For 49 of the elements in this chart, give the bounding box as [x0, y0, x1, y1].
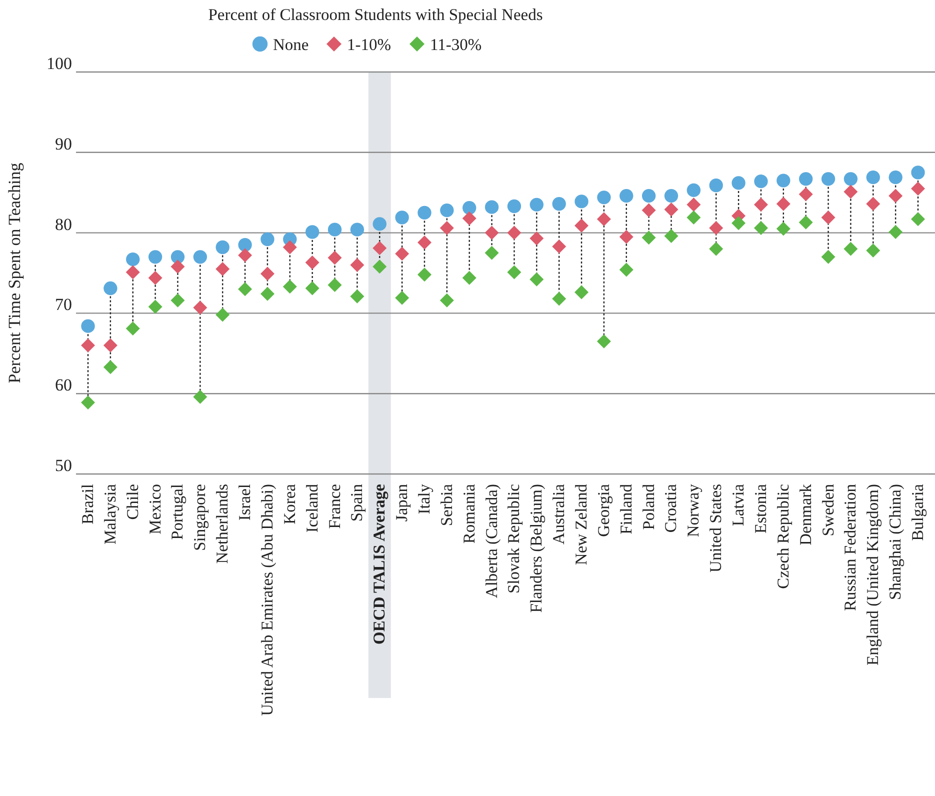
x-tick-label: Estonia [750, 483, 770, 534]
x-tick-label: Croatia [661, 483, 680, 533]
x-tick-label: Mexico [145, 484, 164, 534]
x-tick-label: Iceland [302, 483, 322, 533]
x-tick-label: Alberta (Canada) [482, 484, 501, 598]
x-tick-label: United States [706, 484, 726, 572]
x-tick-label: Japan [392, 484, 412, 522]
y-tick-label: 50 [55, 456, 72, 475]
y-axis-title: Percent Time Spent on Teaching [5, 162, 24, 384]
legend-label: None [273, 35, 309, 54]
legend-label: 11-30% [430, 35, 482, 54]
y-tick-label: 70 [55, 295, 72, 314]
y-tick-label: 100 [46, 54, 72, 73]
x-tick-label: Latvia [728, 483, 748, 526]
x-tick-label: New Zeland [572, 483, 591, 566]
x-tick-label: Sweden [818, 484, 838, 536]
x-tick-label: United Arab Emirates (Abu Dhabi) [257, 484, 276, 716]
x-tick-label: Finland [616, 483, 636, 534]
x-tick-label: Slovak Republic [504, 484, 524, 594]
x-tick-label: Serbia [436, 483, 456, 526]
x-tick-label: Bulgaria [908, 483, 927, 541]
x-tick-label: Flanders (Belgium) [526, 484, 546, 613]
x-tick-label: Russian Federation [840, 484, 860, 611]
x-tick-label: Portugal [168, 484, 187, 540]
x-tick-label: Georgia [594, 483, 613, 537]
x-tick-label: Czech Republic [773, 484, 792, 589]
y-tick-label: 80 [55, 214, 72, 234]
x-tick-label: Romania [459, 483, 478, 544]
x-tick-label: Italy [414, 483, 434, 514]
x-tick-label: Australia [549, 483, 568, 544]
x-tick-label: Denmark [796, 483, 815, 546]
x-tick-label: France [324, 484, 344, 529]
y-tick-label: 60 [55, 376, 72, 395]
legend-title: Percent of Classroom Students with Special Needs [208, 5, 543, 24]
x-tick-label: Shanghai (China) [886, 484, 905, 600]
x-tick-label: Israel [235, 484, 254, 521]
x-tick-label: Norway [684, 483, 703, 538]
x-tick-label: Poland [638, 483, 658, 530]
x-tick-label: Singapore [190, 484, 210, 551]
x-tick-label: OECD TALIS Average [370, 484, 389, 644]
x-tick-label: Brazil [78, 484, 97, 524]
x-tick-label: Korea [280, 483, 299, 524]
x-tick-label: Spain [347, 484, 366, 522]
legend-label: 1-10% [347, 35, 392, 54]
y-tick-label: 90 [55, 134, 72, 154]
x-tick-label: Chile [122, 484, 142, 520]
x-tick-label: England (United Kingdom) [863, 484, 882, 666]
x-tick-label: Netherlands [212, 484, 232, 564]
x-tick-label: Malaysia [100, 483, 120, 544]
